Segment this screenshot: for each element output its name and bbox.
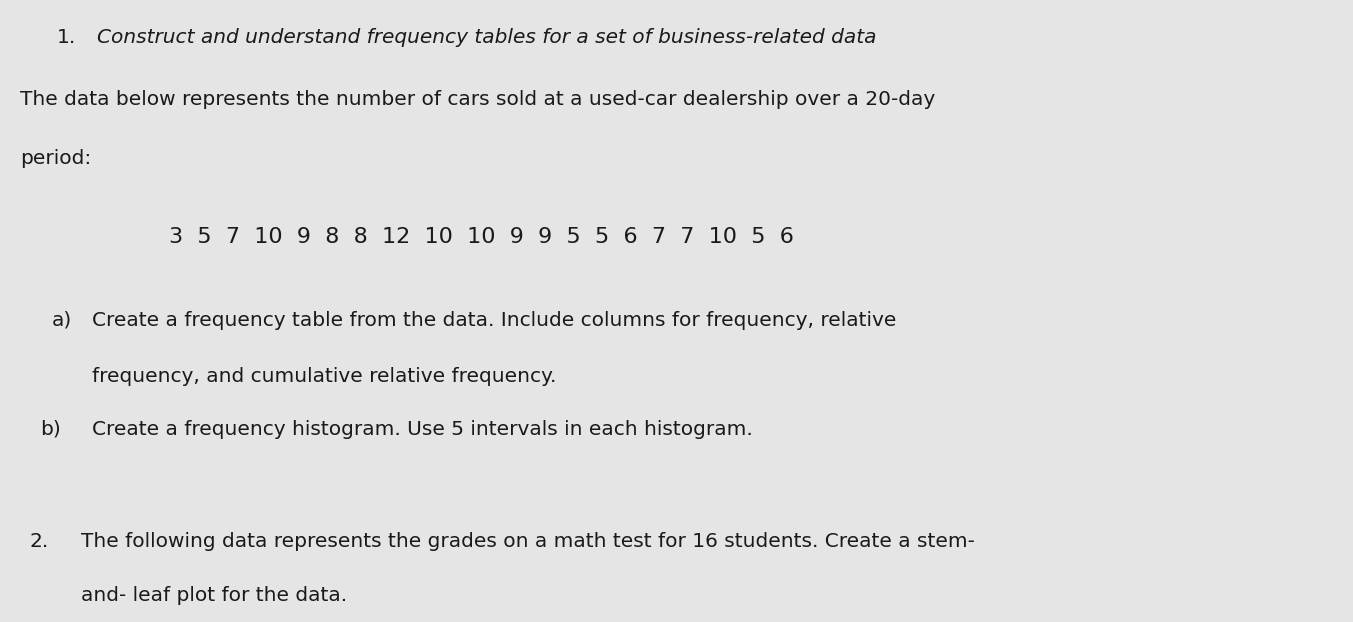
Text: b): b) bbox=[41, 420, 61, 439]
Text: and- leaf plot for the data.: and- leaf plot for the data. bbox=[81, 586, 348, 605]
Text: 2.: 2. bbox=[30, 532, 49, 551]
Text: 3  5  7  10  9  8  8  12  10  10  9  9  5  5  6  7  7  10  5  6: 3 5 7 10 9 8 8 12 10 10 9 9 5 5 6 7 7 10… bbox=[169, 227, 794, 247]
Text: Create a frequency table from the data. Include columns for frequency, relative: Create a frequency table from the data. … bbox=[92, 311, 897, 330]
Text: period:: period: bbox=[20, 149, 92, 169]
Text: The following data represents the grades on a math test for 16 students. Create : The following data represents the grades… bbox=[81, 532, 976, 551]
Text: The data below represents the number of cars sold at a used-car dealership over : The data below represents the number of … bbox=[20, 90, 935, 109]
Text: a): a) bbox=[51, 311, 72, 330]
Text: frequency, and cumulative relative frequency.: frequency, and cumulative relative frequ… bbox=[92, 367, 556, 386]
Text: Construct and understand frequency tables for a set of business-related data: Construct and understand frequency table… bbox=[97, 28, 877, 47]
Text: 1.: 1. bbox=[57, 28, 76, 47]
Text: Create a frequency histogram. Use 5 intervals in each histogram.: Create a frequency histogram. Use 5 inte… bbox=[92, 420, 752, 439]
